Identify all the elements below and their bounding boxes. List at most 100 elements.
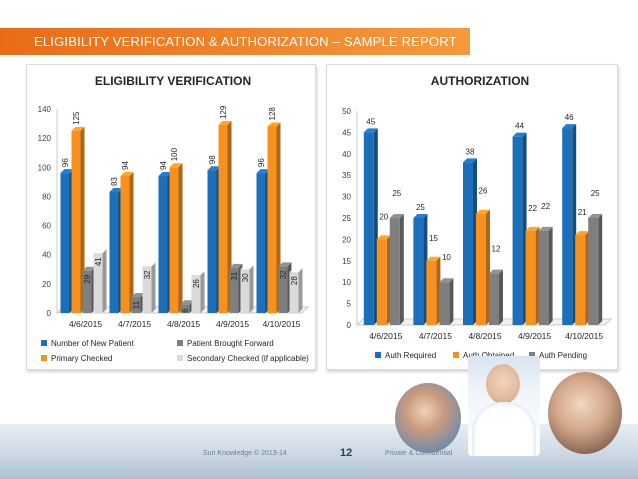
bar-top	[218, 121, 232, 126]
bar	[109, 192, 119, 313]
bar	[191, 275, 201, 313]
data-label: 38	[466, 147, 475, 156]
legend-swatch	[177, 355, 183, 361]
data-label: 25	[416, 203, 425, 212]
photo-patient-elderly	[395, 383, 461, 453]
bar	[240, 269, 250, 313]
bar	[426, 260, 437, 325]
bar	[525, 230, 536, 325]
bar	[278, 266, 288, 313]
bar	[82, 270, 92, 313]
data-label: 41	[94, 257, 103, 266]
bar	[131, 296, 141, 313]
bar-top	[463, 158, 477, 163]
x-tick-label: 4/7/2015	[419, 331, 452, 341]
bar-top	[207, 166, 221, 171]
legend-swatch	[375, 352, 381, 358]
data-label: 32	[279, 270, 288, 279]
y-tick-label: 10	[342, 278, 351, 287]
x-tick-label: 4/8/2015	[167, 319, 200, 329]
bar-top	[538, 226, 553, 231]
bar-side	[80, 126, 85, 313]
data-label: 26	[192, 279, 201, 288]
bar	[256, 173, 266, 313]
bar-side	[522, 132, 527, 325]
report-title: ELIGIBILITY VERIFICATION & AUTHORIZATION…	[34, 34, 457, 49]
bar-top	[363, 128, 378, 133]
data-label: 12	[492, 245, 501, 254]
data-label: 10	[442, 253, 451, 262]
bar	[93, 253, 103, 313]
bar-top	[389, 214, 404, 218]
y-tick-label: 20	[42, 280, 51, 289]
bar-top	[120, 172, 134, 177]
bar-top	[158, 172, 172, 177]
data-label: 94	[159, 161, 168, 170]
bar-top	[180, 300, 194, 305]
bar-side	[535, 226, 540, 325]
bar	[413, 218, 424, 325]
bar	[267, 126, 277, 313]
data-label: 32	[143, 270, 152, 279]
bar-side	[436, 256, 441, 325]
bar	[71, 130, 81, 313]
data-label: 25	[392, 189, 401, 198]
y-tick-label: 25	[342, 214, 351, 223]
bar	[60, 173, 70, 313]
bar	[489, 273, 499, 325]
bar-top	[278, 262, 292, 267]
bar-side	[399, 214, 404, 325]
bar-top	[426, 256, 441, 261]
data-label: 26	[479, 187, 488, 196]
bar-top	[256, 169, 270, 174]
y-tick-label: 45	[342, 128, 351, 137]
legend-swatch	[177, 340, 183, 346]
y-tick-label: 0	[347, 321, 352, 330]
bar-side	[151, 262, 156, 313]
y-tick-label: 5	[347, 300, 352, 309]
bar	[476, 213, 486, 325]
legend-label: Secondary Checked (if applicable)	[187, 354, 309, 363]
data-label: 83	[110, 177, 119, 186]
bar	[158, 176, 168, 313]
bar	[512, 136, 523, 325]
photo-doctor	[468, 356, 540, 456]
bar-side	[178, 163, 183, 313]
bar-top	[376, 235, 391, 240]
data-label: 28	[290, 276, 299, 285]
bar-side	[227, 121, 232, 314]
bar-top	[489, 269, 503, 274]
data-label: 25	[591, 189, 600, 198]
y-tick-label: 20	[342, 235, 351, 244]
data-label: 31	[230, 271, 239, 280]
y-tick-label: 100	[38, 163, 52, 172]
bar	[207, 170, 217, 313]
legend-label: Auth Pending	[539, 351, 587, 360]
bar-top	[439, 278, 454, 283]
bar-side	[373, 128, 378, 325]
bar-top	[413, 214, 428, 218]
bar-top	[588, 214, 603, 218]
bar	[363, 132, 374, 325]
y-tick-label: 40	[42, 251, 51, 260]
chart-title: AUTHORIZATION	[431, 74, 529, 88]
x-tick-label: 4/10/2015	[263, 319, 301, 329]
report-title-bar: ELIGIBILITY VERIFICATION & AUTHORIZATION…	[0, 28, 470, 55]
legend-label: Patient Brought Forward	[187, 339, 274, 348]
data-label: 22	[528, 204, 537, 213]
bar	[588, 218, 599, 325]
bar-side	[548, 226, 553, 325]
bar-top	[476, 209, 490, 214]
bar	[169, 167, 179, 313]
bar	[389, 218, 400, 325]
x-tick-label: 4/9/2015	[216, 319, 249, 329]
bar	[289, 272, 299, 313]
legend-swatch	[453, 352, 459, 358]
bar-side	[386, 235, 391, 325]
bar	[463, 162, 473, 325]
bar	[575, 235, 586, 325]
bar-side	[200, 271, 205, 313]
bar-side	[129, 172, 134, 313]
eligibility-chart-panel: ELIGIBILITY VERIFICATION 0 20 40 60 80 100 120 1…	[26, 64, 316, 370]
photo-doctor-face	[486, 364, 520, 404]
